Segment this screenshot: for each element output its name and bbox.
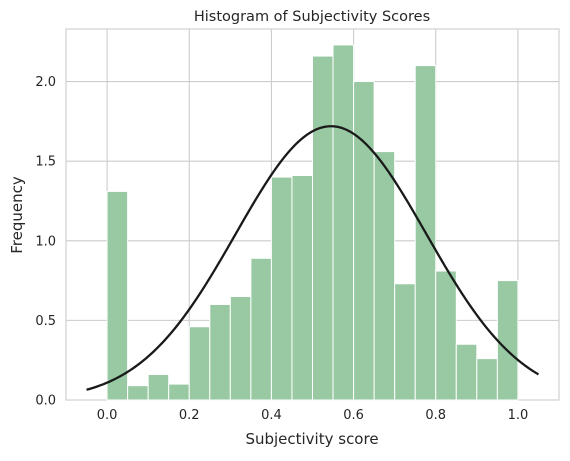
histogram-bar <box>127 385 149 401</box>
y-tick-label: 0.0 <box>35 394 56 409</box>
histogram-bar <box>312 55 334 401</box>
normal-density-curve <box>86 125 540 391</box>
histogram-bar <box>394 283 416 401</box>
histogram-bar <box>270 176 293 401</box>
x-tick-label: 0.2 <box>179 408 200 423</box>
histogram-bar <box>291 174 314 401</box>
x-tick-label: 0.0 <box>97 408 118 423</box>
histogram-bar <box>147 374 170 401</box>
x-axis-label: Subjectivity score <box>245 430 378 448</box>
histogram-bar <box>229 296 252 401</box>
histogram-bar <box>250 257 272 401</box>
histogram-bar <box>455 343 478 401</box>
x-tick-label: 0.6 <box>343 408 364 423</box>
y-tick-label: 1.5 <box>35 155 56 170</box>
histogram-bar <box>188 326 211 401</box>
x-tick-label: 0.8 <box>425 408 446 423</box>
density-curve-layer <box>86 125 540 391</box>
histogram-bar <box>332 44 355 401</box>
histogram-bar <box>476 358 498 401</box>
x-tick-label: 0.4 <box>261 408 282 423</box>
histogram-bar <box>106 190 129 401</box>
tick-labels: 0.0 0.2 0.4 0.6 0.8 1.0 0.0 0.5 1.0 1.5 2.0 <box>35 75 528 423</box>
histogram-bar <box>435 270 457 401</box>
y-tick-label: 2.0 <box>35 75 56 90</box>
histogram-bar <box>373 151 396 401</box>
histogram-bar <box>168 383 190 401</box>
histogram-bar <box>353 81 375 401</box>
y-tick-label: 1.0 <box>35 234 56 249</box>
y-axis-label: Frequency <box>8 176 26 254</box>
x-tick-label: 1.0 <box>508 408 529 423</box>
histogram-bars <box>106 44 519 401</box>
chart-title: Histogram of Subjectivity Scores <box>194 9 430 25</box>
y-tick-label: 0.5 <box>35 314 56 329</box>
histogram-bar <box>496 280 519 401</box>
histogram-bar <box>209 303 231 401</box>
